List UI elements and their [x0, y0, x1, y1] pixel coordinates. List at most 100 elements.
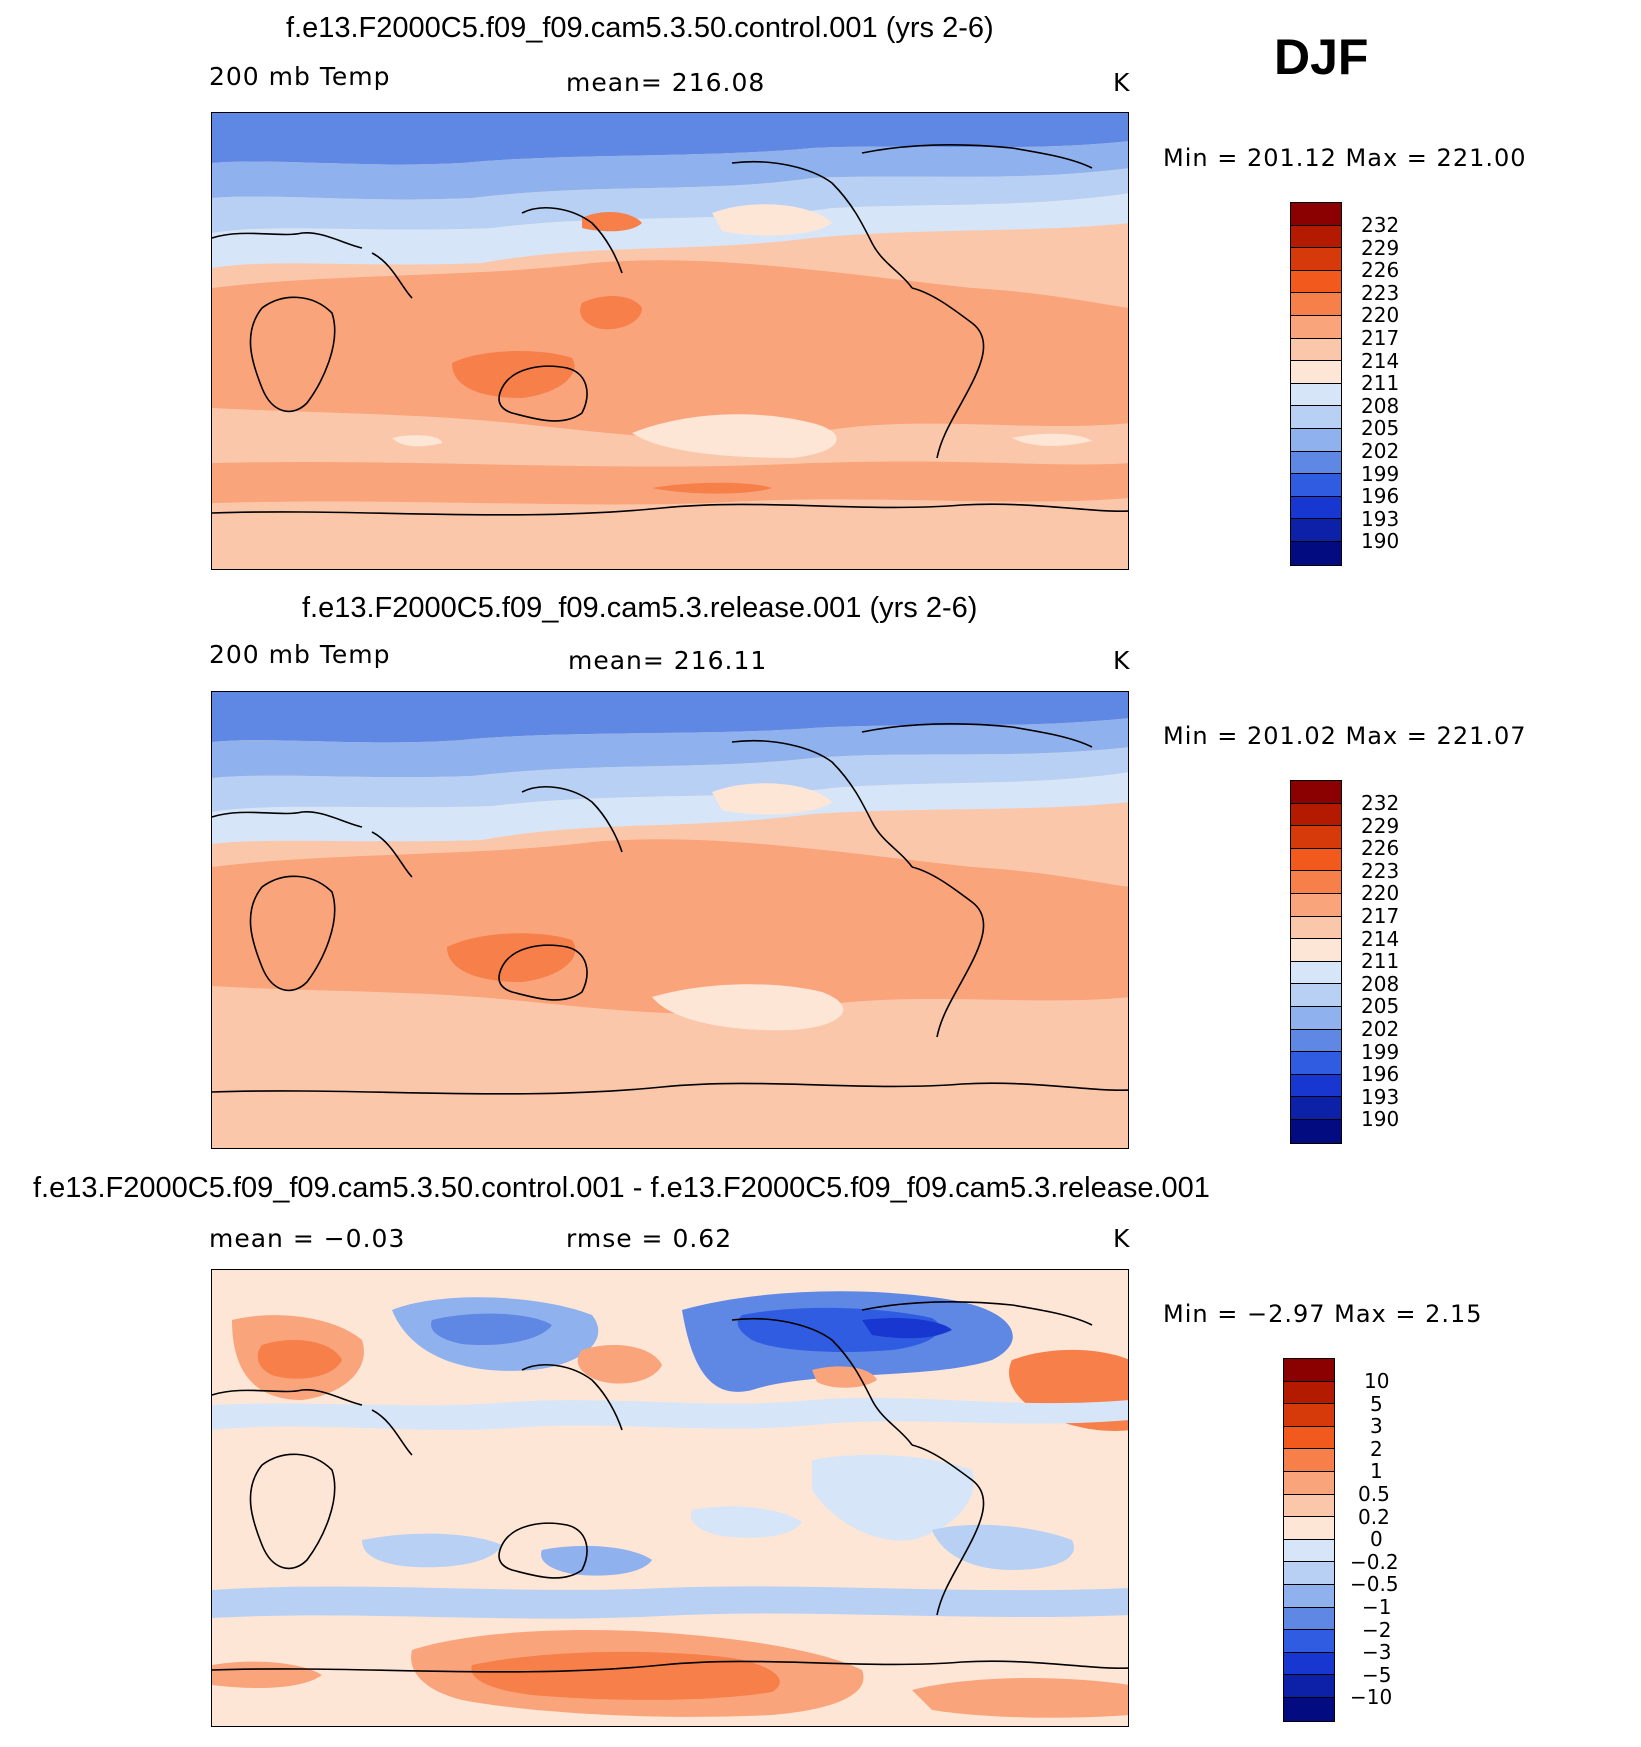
- colorbar-tick-label: 202: [1361, 1017, 1400, 1041]
- panel-1-map: [211, 112, 1129, 570]
- colorbar-tick-label: −1: [1362, 1595, 1392, 1619]
- colorbar-tick-label: 220: [1361, 303, 1400, 327]
- colorbar-swatch: [1291, 826, 1341, 849]
- colorbar-tick-label: 217: [1361, 326, 1400, 350]
- colorbar-swatch: [1291, 541, 1341, 565]
- colorbar-swatch: [1284, 1449, 1334, 1472]
- colorbar-swatch: [1291, 383, 1341, 407]
- colorbar-tick-label: 217: [1361, 904, 1400, 928]
- colorbar-tick-label: 205: [1361, 994, 1400, 1018]
- colorbar-swatch: [1291, 451, 1341, 475]
- colorbar-swatch: [1284, 1426, 1334, 1450]
- colorbar-tick-label: −3: [1362, 1640, 1392, 1664]
- colorbar-swatch: [1291, 428, 1341, 452]
- colorbar-tick-label: 202: [1361, 439, 1400, 463]
- panel-1-units-label: K: [1113, 68, 1131, 97]
- colorbar-swatch: [1291, 1052, 1341, 1075]
- panel-2-map: [211, 691, 1129, 1149]
- colorbar-swatch: [1291, 248, 1341, 271]
- colorbar-tick-label: 208: [1361, 972, 1400, 996]
- colorbar-swatch: [1291, 519, 1341, 542]
- colorbar-swatch: [1284, 1359, 1334, 1382]
- colorbar-swatch: [1284, 1584, 1334, 1608]
- colorbar-tick-label: 190: [1361, 529, 1400, 553]
- colorbar-tick-label: 214: [1361, 349, 1400, 373]
- colorbar-tick-label: 196: [1361, 1062, 1400, 1086]
- colorbar-swatch: [1284, 1494, 1334, 1518]
- colorbar-swatch: [1291, 225, 1341, 249]
- colorbar-swatch: [1284, 1404, 1334, 1427]
- colorbar-swatch: [1291, 1097, 1341, 1120]
- colorbar-tick-label: 0.2: [1358, 1505, 1390, 1529]
- colorbar-swatch: [1284, 1630, 1334, 1653]
- colorbar-swatch: [1291, 293, 1341, 316]
- colorbar-swatch: [1291, 474, 1341, 497]
- panel-3-map: [211, 1269, 1129, 1727]
- colorbar-swatch: [1284, 1607, 1334, 1631]
- panel-1-minmax: Min = 201.12 Max = 221.00: [1163, 144, 1527, 172]
- colorbar-swatch: [1291, 1074, 1341, 1098]
- colorbar-tick-label: 226: [1361, 836, 1400, 860]
- colorbar-swatch: [1291, 803, 1341, 827]
- panel-3-units-label: K: [1113, 1224, 1131, 1253]
- colorbar-swatch: [1291, 871, 1341, 894]
- colorbar-tick-label: 193: [1361, 1085, 1400, 1109]
- panel-2-minmax: Min = 201.02 Max = 221.07: [1163, 722, 1527, 750]
- colorbar-tick-label: 232: [1361, 791, 1400, 815]
- colorbar-tick-label: 214: [1361, 927, 1400, 951]
- colorbar-swatch: [1291, 984, 1341, 1007]
- colorbar-tick-label: 229: [1361, 236, 1400, 260]
- colorbar-swatch: [1291, 496, 1341, 520]
- colorbar-tick-label: 226: [1361, 258, 1400, 282]
- colorbar-swatch: [1284, 1381, 1334, 1405]
- colorbar-swatch: [1284, 1562, 1334, 1585]
- colorbar-swatch: [1291, 1119, 1341, 1143]
- colorbar-swatch: [1291, 939, 1341, 962]
- colorbar-swatch: [1291, 961, 1341, 985]
- colorbar-swatch: [1291, 916, 1341, 940]
- colorbar-swatch: [1291, 1006, 1341, 1030]
- panel-3-rmse-label: rmse = 0.62: [566, 1224, 733, 1253]
- colorbar-tick-label: 211: [1361, 371, 1400, 395]
- colorbar-swatch: [1284, 1471, 1334, 1495]
- colorbar-tick-label: 223: [1361, 859, 1400, 883]
- panel-2-colorbar: [1290, 780, 1342, 1144]
- colorbar-tick-label: 5: [1370, 1392, 1383, 1416]
- panel-1-variable-label: 200 mb Temp: [209, 62, 391, 91]
- colorbar-swatch: [1291, 1029, 1341, 1053]
- colorbar-tick-label: 223: [1361, 281, 1400, 305]
- colorbar-tick-label: 193: [1361, 507, 1400, 531]
- colorbar-tick-label: −0.2: [1350, 1550, 1399, 1574]
- panel-3-colorbar: [1283, 1358, 1335, 1722]
- colorbar-swatch: [1284, 1539, 1334, 1563]
- panel-1-title: f.e13.F2000C5.f09_f09.cam5.3.50.control.…: [286, 12, 994, 44]
- colorbar-tick-label: −10: [1350, 1685, 1393, 1709]
- panel-3-minmax: Min = −2.97 Max = 2.15: [1163, 1300, 1483, 1328]
- colorbar-tick-label: −2: [1362, 1618, 1392, 1642]
- panel-1-colorbar: [1290, 202, 1342, 566]
- colorbar-tick-label: 3: [1370, 1414, 1383, 1438]
- colorbar-tick-label: 208: [1361, 394, 1400, 418]
- colorbar-swatch: [1291, 315, 1341, 339]
- colorbar-swatch: [1291, 361, 1341, 384]
- colorbar-swatch: [1291, 848, 1341, 872]
- colorbar-tick-label: 2: [1370, 1437, 1383, 1461]
- panel-2-variable-label: 200 mb Temp: [209, 640, 391, 669]
- colorbar-tick-label: 199: [1361, 1040, 1400, 1064]
- colorbar-tick-label: 10: [1364, 1369, 1390, 1393]
- colorbar-swatch: [1291, 270, 1341, 294]
- colorbar-tick-label: 0: [1370, 1527, 1383, 1551]
- colorbar-swatch: [1284, 1697, 1334, 1721]
- colorbar-tick-label: 232: [1361, 213, 1400, 237]
- panel-3-title: f.e13.F2000C5.f09_f09.cam5.3.50.control.…: [33, 1172, 1210, 1204]
- colorbar-swatch: [1291, 406, 1341, 429]
- colorbar-tick-label: 0.5: [1358, 1482, 1390, 1506]
- colorbar-swatch: [1291, 203, 1341, 226]
- colorbar-tick-label: 199: [1361, 462, 1400, 486]
- panel-1-mean-label: mean= 216.08: [566, 68, 766, 97]
- panel-2-title: f.e13.F2000C5.f09_f09.cam5.3.release.001…: [302, 592, 978, 624]
- panel-2-mean-label: mean= 216.11: [568, 646, 768, 675]
- colorbar-swatch: [1284, 1675, 1334, 1698]
- colorbar-tick-label: 211: [1361, 949, 1400, 973]
- colorbar-tick-label: 196: [1361, 484, 1400, 508]
